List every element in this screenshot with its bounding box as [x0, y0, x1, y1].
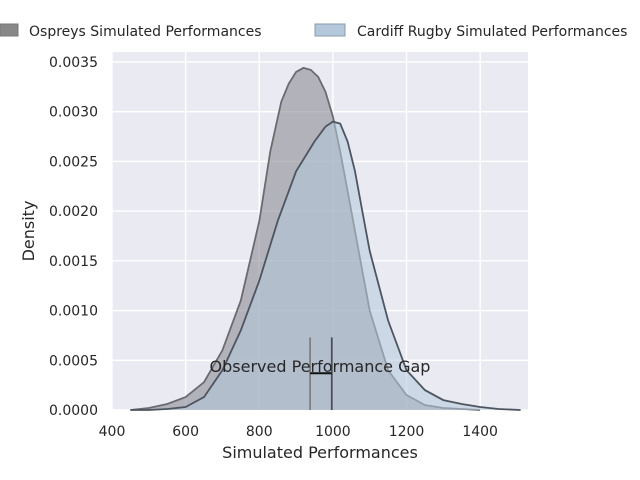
- legend-swatch-ospreys: [0, 23, 19, 37]
- x-tick-label: 1400: [462, 424, 498, 440]
- y-tick-label: 0.0015: [49, 254, 98, 270]
- x-tick-label: 400: [99, 424, 126, 440]
- x-tick-label: 600: [172, 424, 199, 440]
- x-tick-label: 1000: [315, 424, 351, 440]
- y-tick-labels: 0.0000 0.0005 0.0010 0.0015 0.0020 0.0025 0.00…: [49, 55, 98, 419]
- legend: Ospreys Simulated Performances Cardiff R…: [0, 23, 627, 40]
- gap-annotation: Observed Performance Gap: [210, 357, 431, 376]
- density-area-1: [130, 121, 521, 410]
- y-tick-label: 0.0025: [49, 154, 98, 170]
- y-tick-label: 0.0035: [49, 55, 98, 71]
- y-tick-label: 0.0030: [49, 105, 98, 121]
- x-tick-label: 1200: [389, 424, 425, 440]
- y-tick-label: 0.0005: [49, 353, 98, 369]
- observed-markers: [309, 337, 333, 410]
- x-tick-label: 800: [246, 424, 273, 440]
- y-tick-label: 0.0020: [49, 204, 98, 220]
- density-line-1: [130, 120, 521, 411]
- legend-label-cardiff: Cardiff Rugby Simulated Performances: [357, 24, 627, 40]
- x-tick-labels: 400 600 800 1000 1200 1400: [99, 424, 498, 440]
- y-tick-label: 0.0010: [49, 304, 98, 320]
- y-tick-label: 0.0000: [49, 403, 98, 419]
- legend-label-ospreys: Ospreys Simulated Performances: [29, 24, 262, 40]
- x-axis-label: Simulated Performances: [222, 443, 418, 462]
- legend-swatch-cardiff: [314, 23, 346, 37]
- y-axis-label: Density: [19, 201, 38, 262]
- axes: 400 600 800 1000 1200 1400 0.0000 0.0005 0.0010…: [19, 55, 498, 462]
- density-areas: [130, 66, 521, 411]
